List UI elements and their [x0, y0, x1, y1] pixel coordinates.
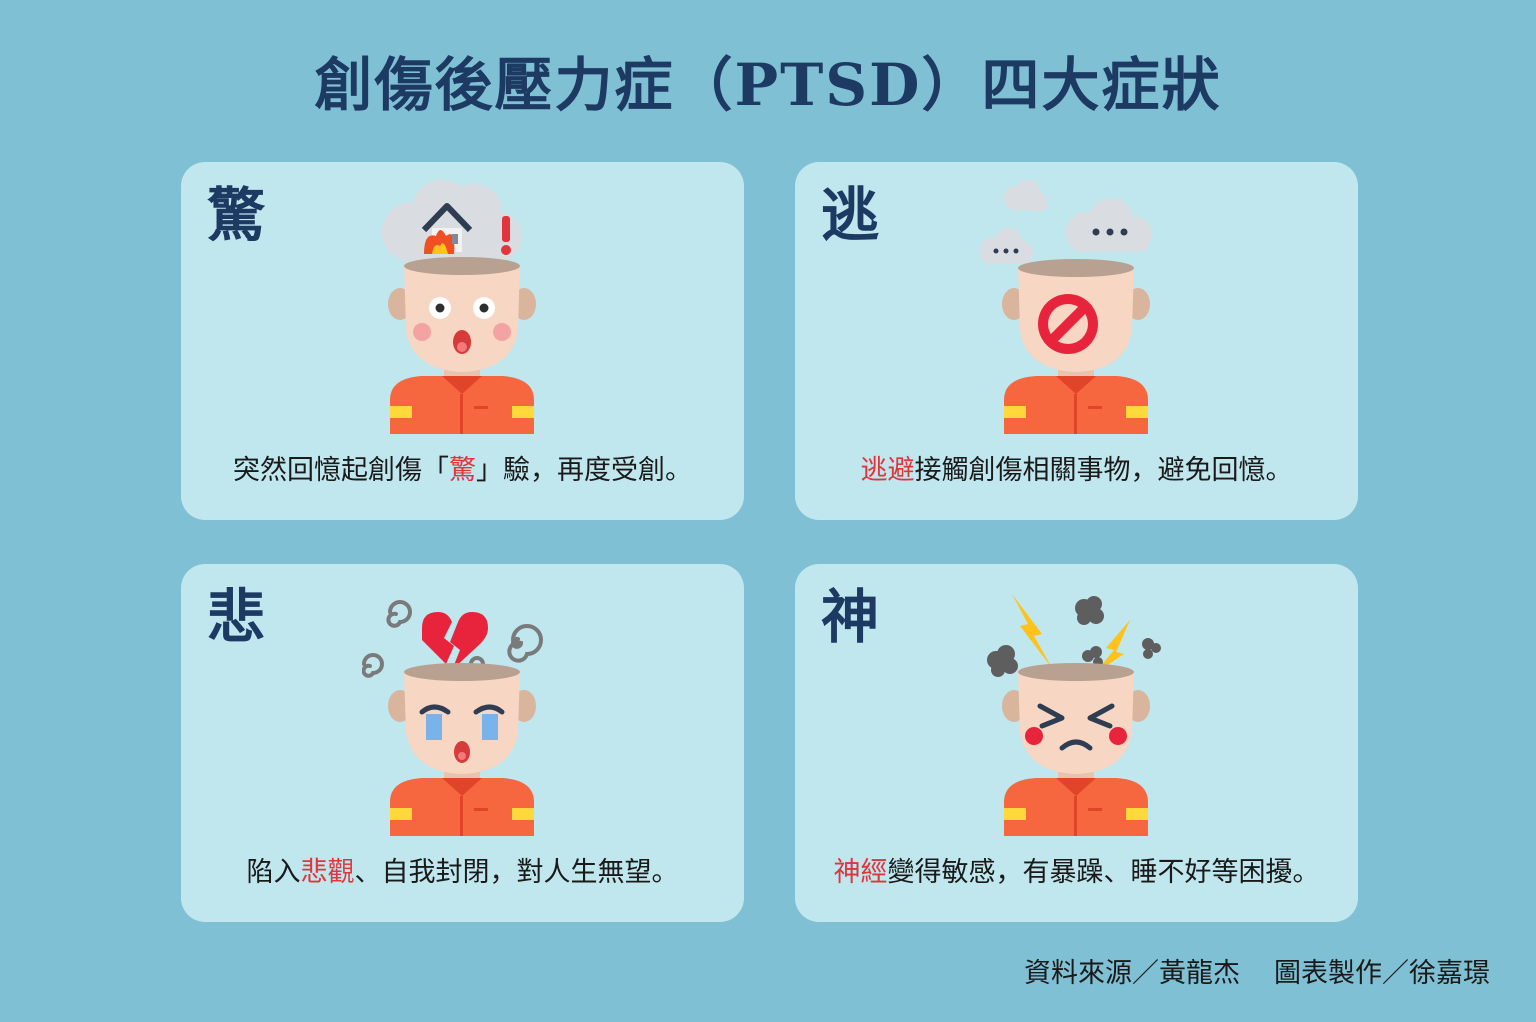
angry-person-icon [987, 594, 1161, 836]
symptom-card-sadness: 悲 陷入悲觀、自我封閉，對人生無望。 [181, 564, 744, 922]
symptom-character: 逃 [821, 181, 880, 249]
chart-design-credit: 圖表製作／徐嘉璟 [1274, 958, 1490, 989]
symptom-card-startle: 驚 [181, 162, 744, 520]
symptom-character: 神 [821, 583, 880, 651]
shocked-person-icon [382, 180, 536, 434]
page-title: 創傷後壓力症（PTSD）四大症狀 [314, 51, 1222, 119]
data-source: 資料來源／黃龍杰 [1024, 958, 1240, 989]
symptom-card-avoidance: 逃 [795, 162, 1358, 520]
symptom-caption: 神經變得敏感，有暴躁、睡不好等困擾。 [833, 857, 1320, 888]
symptom-card-hyperarousal: 神 神經變得敏感，有暴躁、睡不好等困擾 [795, 564, 1358, 922]
symptom-caption: 突然回憶起創傷「驚」驗，再度受創。 [233, 455, 692, 486]
symptom-character: 悲 [207, 583, 266, 651]
symptom-caption: 陷入悲觀、自我封閉，對人生無望。 [246, 857, 679, 888]
avoidant-person-icon [980, 180, 1152, 434]
credits: 資料來源／黃龍杰 圖表製作／徐嘉璟 [1024, 955, 1490, 993]
symptom-caption: 逃避接觸創傷相關事物，避免回憶。 [860, 455, 1293, 486]
sad-person-icon [362, 600, 543, 836]
symptom-character: 驚 [207, 181, 266, 249]
